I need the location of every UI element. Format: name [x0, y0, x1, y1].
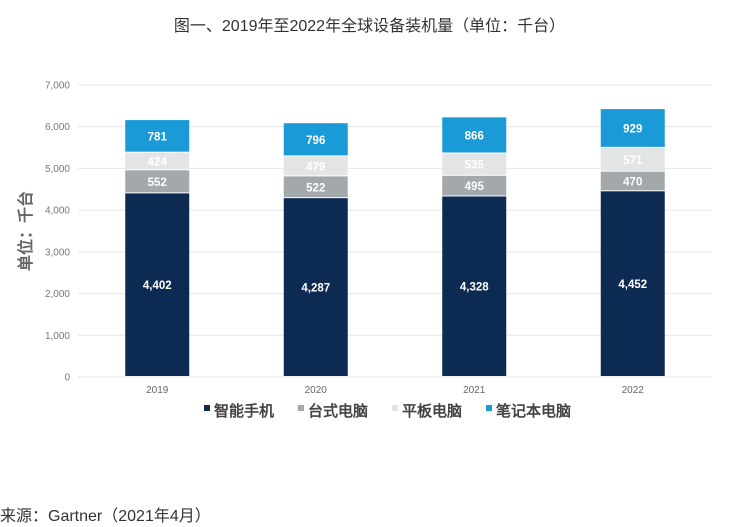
x-tick-label: 2020 — [305, 385, 328, 396]
x-tick-label: 2021 — [463, 385, 486, 396]
chart-title: 图一、2019年至2022年全球设备装机量（单位：千台） — [173, 18, 566, 35]
data-label: 4,328 — [460, 282, 489, 294]
bar-segment — [442, 153, 507, 175]
legend-marker — [486, 405, 492, 411]
data-label: 4,287 — [301, 283, 330, 295]
bar-segment — [442, 175, 507, 196]
legend-label: 笔记本电脑 — [496, 402, 571, 420]
x-tick-label: 2022 — [622, 385, 645, 396]
data-label: 4,402 — [143, 280, 172, 292]
y-tick-label: 1,000 — [45, 331, 70, 342]
bar-segment — [600, 191, 665, 376]
data-label: 479 — [306, 161, 325, 173]
source-note: 来源：Gartner（2021年4月） — [0, 508, 211, 525]
data-label: 424 — [148, 157, 168, 169]
y-tick-label: 0 — [64, 373, 70, 384]
y-axis-label: 单位：千台 — [16, 191, 35, 271]
data-label: 522 — [306, 182, 325, 194]
y-tick-label: 4,000 — [45, 206, 70, 217]
bar-segment — [125, 152, 190, 170]
data-label: 929 — [623, 123, 642, 135]
bar-segment — [600, 171, 665, 191]
legend-label: 台式电脑 — [308, 402, 368, 420]
legend-label: 智能手机 — [214, 402, 274, 420]
bar-segment — [283, 123, 348, 156]
data-label: 4,452 — [618, 279, 647, 291]
bar-segment — [125, 170, 190, 193]
bar-segment — [125, 193, 190, 376]
data-label: 796 — [306, 135, 325, 147]
data-label: 571 — [623, 155, 643, 167]
data-label: 535 — [465, 160, 485, 172]
data-label: 495 — [465, 181, 485, 193]
bar-segment — [442, 196, 507, 376]
y-tick-label: 5,000 — [45, 164, 70, 175]
y-tick-label: 6,000 — [45, 122, 70, 133]
x-tick-label: 2019 — [146, 385, 169, 396]
y-tick-label: 7,000 — [45, 81, 70, 92]
data-label: 866 — [465, 130, 484, 142]
bar-segment — [442, 117, 507, 153]
bar-segment — [283, 198, 348, 376]
legend-marker — [298, 405, 304, 411]
bar-segment — [125, 120, 190, 152]
bar-segment — [283, 176, 348, 198]
legend-label: 平板电脑 — [402, 402, 462, 420]
legend-marker — [204, 405, 210, 411]
bar-segment — [600, 109, 665, 147]
legend-marker — [392, 405, 398, 411]
bar-segment — [600, 147, 665, 171]
y-tick-label: 3,000 — [45, 247, 70, 258]
y-tick-label: 2,000 — [45, 289, 70, 300]
data-label: 781 — [148, 131, 168, 143]
stacked-bar-chart: 0 1,000 2,000 3,000 4,000 5,000 6,000 7,000 单位：千… — [16, 81, 712, 420]
data-label: 470 — [623, 176, 642, 188]
bar-segment — [283, 156, 348, 176]
data-label: 552 — [148, 177, 167, 189]
